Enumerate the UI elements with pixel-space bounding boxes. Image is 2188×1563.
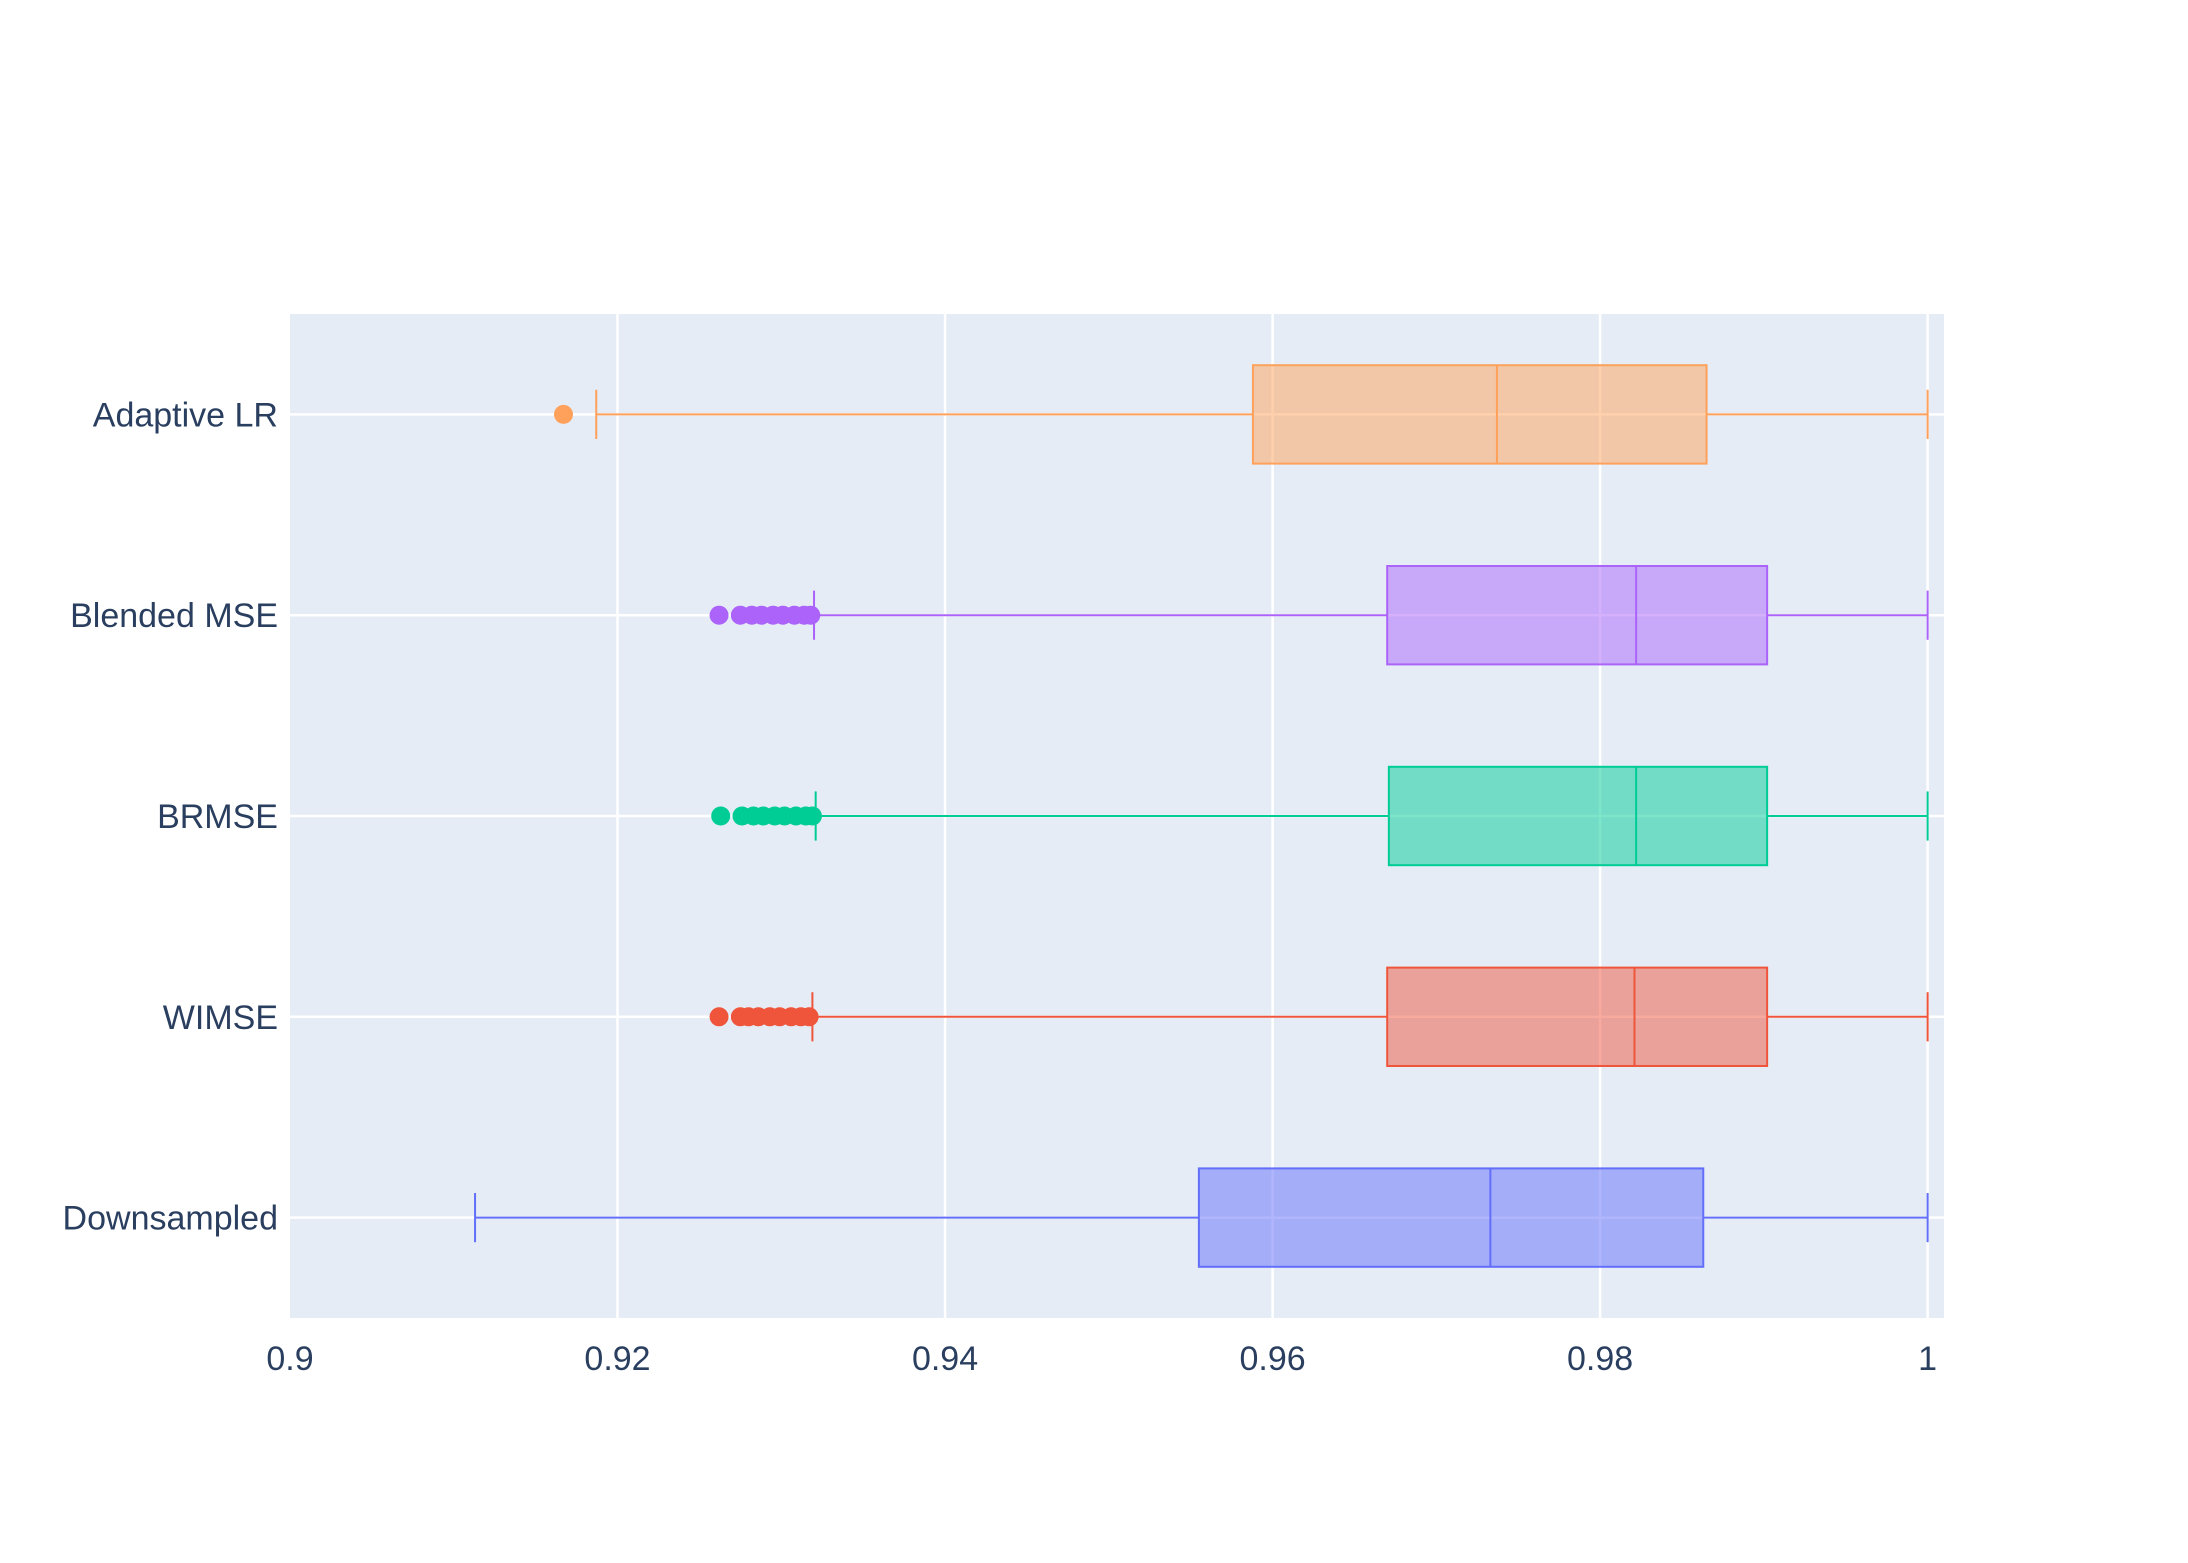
box-series-group — [474, 364, 1929, 1268]
y-tick-label: Adaptive LR — [93, 396, 278, 434]
x-tick-label: 0.9 — [266, 1340, 313, 1378]
outlier-point — [801, 605, 821, 625]
box-adaptive-lr — [553, 364, 1929, 465]
box-downsampled — [474, 1167, 1929, 1268]
outlier-point — [802, 806, 822, 826]
box-wimse — [709, 966, 1929, 1067]
box-iqr — [1386, 565, 1769, 666]
outlier-point — [711, 806, 731, 826]
outlier-point — [799, 1007, 819, 1027]
y-axis-labels: Adaptive LR Blended MSE BRMSE WIMSE Downsamp… — [63, 396, 278, 1237]
y-tick-label: WIMSE — [163, 999, 278, 1037]
x-tick-label: 0.96 — [1239, 1340, 1305, 1378]
box-iqr — [1251, 364, 1708, 465]
box-brmse — [711, 765, 1929, 867]
y-tick-label: Downsampled — [63, 1200, 278, 1238]
outlier-point — [709, 605, 729, 625]
x-axis-labels: 0.9 0.92 0.94 0.96 0.98 1 — [266, 1340, 1937, 1378]
box-iqr — [1387, 765, 1769, 867]
x-tick-label: 0.98 — [1567, 1340, 1633, 1378]
x-tick-label: 0.92 — [584, 1340, 650, 1378]
x-tick-label: 0.94 — [912, 1340, 978, 1378]
box-blended-mse — [709, 565, 1929, 666]
outlier-point — [553, 404, 573, 424]
box-iqr — [1386, 966, 1769, 1067]
outlier-point — [709, 1007, 729, 1027]
y-tick-label: Blended MSE — [70, 597, 278, 635]
y-tick-label: BRMSE — [157, 798, 278, 836]
box-iqr — [1197, 1167, 1705, 1268]
x-tick-label: 1 — [1918, 1340, 1937, 1378]
